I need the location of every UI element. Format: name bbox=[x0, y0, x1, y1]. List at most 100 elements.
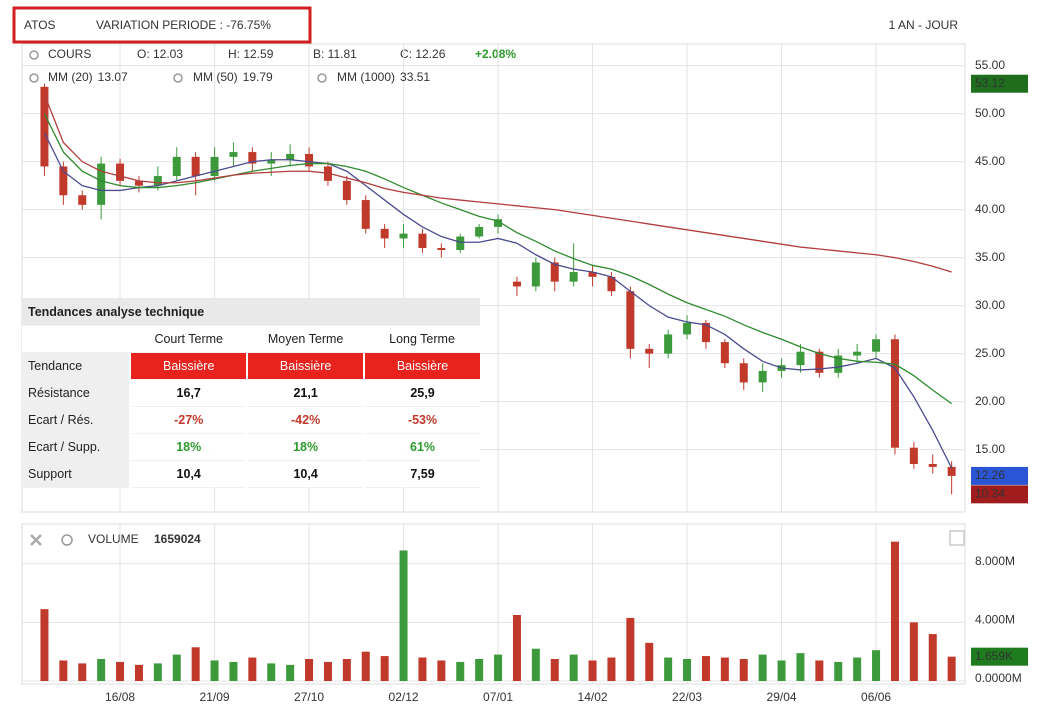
price-marker bbox=[971, 485, 1028, 504]
volume-bar bbox=[512, 615, 521, 681]
volume-bar bbox=[683, 659, 692, 681]
x-tick-label: 02/12 bbox=[389, 690, 419, 704]
candle-body bbox=[947, 466, 956, 476]
candle-body bbox=[626, 291, 635, 349]
candle-body bbox=[248, 152, 257, 164]
table-header-row: Court Terme Moyen Terme Long Terme bbox=[22, 325, 480, 353]
y-tick-label: 15.00 bbox=[975, 442, 1005, 456]
volume-bar bbox=[437, 660, 446, 681]
candle-body bbox=[531, 262, 540, 287]
candle-body bbox=[116, 163, 125, 181]
column-header: Long Terme bbox=[364, 325, 480, 353]
volume-title: VOLUME bbox=[88, 532, 139, 546]
row-label: Tendance bbox=[22, 352, 131, 380]
candle-body bbox=[229, 152, 238, 157]
candle-body bbox=[664, 334, 673, 354]
table-cell: 16,7 bbox=[129, 379, 248, 407]
candle-body bbox=[512, 281, 521, 287]
legend-value: 19.79 bbox=[243, 70, 273, 84]
candle-body bbox=[909, 447, 918, 465]
volume-bar bbox=[229, 661, 238, 681]
candle-body bbox=[267, 159, 276, 164]
price-marker bbox=[971, 466, 1028, 485]
volume-bar bbox=[815, 660, 824, 681]
legend-close: C: 12.26 bbox=[400, 47, 446, 61]
volume-bar bbox=[456, 661, 465, 681]
table-row: Tendance Baissière Baissière Baissière bbox=[22, 352, 480, 380]
x-tick-label: 14/02 bbox=[578, 690, 608, 704]
volume-bar bbox=[475, 659, 484, 681]
table-cell: 10,4 bbox=[246, 460, 365, 488]
volume-bar bbox=[739, 659, 748, 681]
moving-average bbox=[43, 132, 953, 469]
candle-body bbox=[569, 272, 578, 282]
candle-body bbox=[475, 226, 484, 237]
candle-body bbox=[456, 236, 465, 250]
candle-body bbox=[739, 363, 748, 383]
table-cell: Baissière bbox=[129, 352, 248, 380]
table-cell: Baissière bbox=[246, 352, 365, 380]
volume-last: 1659024 bbox=[154, 532, 201, 546]
column-header: Moyen Terme bbox=[247, 325, 365, 353]
row-label: Ecart / Supp. bbox=[22, 433, 131, 461]
volume-bar bbox=[531, 648, 540, 681]
table-title-row: Tendances analyse technique bbox=[22, 298, 480, 326]
volume-marker bbox=[971, 647, 1028, 666]
volume-bar bbox=[361, 651, 370, 681]
period: 1 AN - JOUR bbox=[889, 18, 959, 32]
candle-body bbox=[494, 219, 503, 227]
table-cell: 10,4 bbox=[129, 460, 248, 488]
y-tick-label: 4.000M bbox=[975, 613, 1015, 627]
table-corner bbox=[22, 325, 131, 353]
price-marker bbox=[971, 74, 1028, 93]
candle-body bbox=[437, 248, 446, 250]
x-tick-label: 06/06 bbox=[861, 690, 891, 704]
x-tick-label: 27/10 bbox=[294, 690, 324, 704]
x-tick-label: 29/04 bbox=[767, 690, 797, 704]
volume-bar bbox=[380, 656, 389, 681]
y-tick-label: 45.00 bbox=[975, 154, 1005, 168]
volume-bar bbox=[664, 657, 673, 681]
volume-bar bbox=[248, 657, 257, 681]
volume-bar bbox=[607, 657, 616, 681]
volume-bar bbox=[323, 661, 332, 681]
volume-bar bbox=[134, 664, 143, 681]
candle-body bbox=[418, 233, 427, 249]
candle-body bbox=[305, 153, 314, 167]
candle-body bbox=[59, 166, 68, 196]
volume-bar bbox=[890, 541, 899, 681]
volume-bar bbox=[342, 659, 351, 681]
legend-name: MM (1000) bbox=[337, 70, 395, 84]
table-row: Support 10,4 10,4 7,59 bbox=[22, 460, 480, 488]
volume-bar bbox=[928, 634, 937, 681]
table-cell: 25,9 bbox=[363, 379, 480, 407]
candle-body bbox=[40, 86, 49, 167]
table-title: Tendances analyse technique bbox=[22, 298, 480, 326]
column-header: Court Terme bbox=[130, 325, 248, 353]
volume-bar bbox=[399, 550, 408, 681]
table-cell: 61% bbox=[363, 433, 480, 461]
table-cell: -42% bbox=[246, 406, 365, 434]
volume-bar bbox=[305, 659, 314, 681]
chart-title: ATOS bbox=[24, 18, 56, 32]
x-tick-label: 22/03 bbox=[672, 690, 702, 704]
y-tick-label: 40.00 bbox=[975, 202, 1005, 216]
volume-bar bbox=[153, 663, 162, 681]
table-row: Résistance 16,7 21,1 25,9 bbox=[22, 379, 480, 407]
table-cell: 18% bbox=[129, 433, 248, 461]
y-tick-label: 0.0000M bbox=[975, 671, 1022, 685]
candle-body bbox=[172, 156, 181, 177]
candle-body bbox=[815, 351, 824, 373]
candle-body bbox=[645, 348, 654, 354]
candle-body bbox=[342, 180, 351, 201]
table-cell: 21,1 bbox=[246, 379, 365, 407]
volume-bar bbox=[191, 647, 200, 681]
volume-bar bbox=[853, 657, 862, 681]
table-cell: Baissière bbox=[363, 352, 480, 380]
volume-bar bbox=[626, 617, 635, 681]
y-tick-label: 50.00 bbox=[975, 106, 1005, 120]
volume-bar bbox=[78, 663, 87, 681]
price-marker-label: 10.34 bbox=[975, 487, 1005, 501]
volume-bar bbox=[569, 654, 578, 681]
